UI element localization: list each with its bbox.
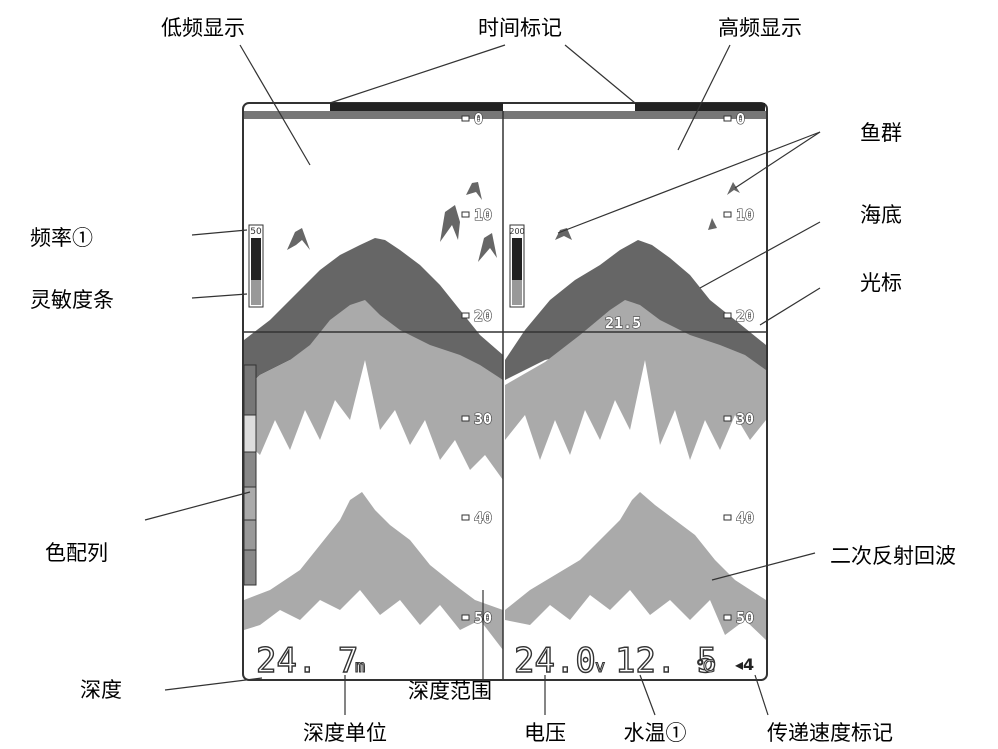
scale-label: 30 <box>474 410 492 428</box>
speed-mark: ◂4 <box>735 655 754 674</box>
scale-label: 20 <box>474 307 492 325</box>
gain-level <box>251 280 261 305</box>
scale-tick <box>462 313 469 318</box>
voltage-unit: v <box>595 657 605 677</box>
diagram: 50 200 0102030405001020304050 21.5 24. 7… <box>0 0 998 749</box>
callout: 海底 <box>860 203 902 227</box>
freq-label: 200 <box>509 227 524 236</box>
callout: 光标 <box>860 271 902 295</box>
callout: 水温① <box>624 721 687 745</box>
scale-label: 40 <box>736 509 754 527</box>
scale-label: 30 <box>736 410 754 428</box>
time-bar <box>635 103 765 111</box>
freq-label: 50 <box>250 227 262 237</box>
callout: 二次反射回波 <box>830 544 956 568</box>
scale-tick <box>724 116 731 121</box>
callout: 色配列 <box>45 541 108 565</box>
callout: 鱼群 <box>860 121 902 145</box>
scale-tick <box>724 416 731 421</box>
scale-label: 20 <box>736 307 754 325</box>
scale-tick <box>462 615 469 620</box>
callout: 深度单位 <box>303 721 387 745</box>
scale-label: 10 <box>474 206 492 224</box>
gain-level <box>512 280 522 305</box>
scale-tick <box>462 416 469 421</box>
gain-level <box>512 238 522 280</box>
callout: 低频显示 <box>161 16 245 40</box>
voltage-value: 24.0 <box>514 641 596 681</box>
cursor-depth: 21.5 <box>605 314 641 332</box>
callout: 时间标记 <box>478 16 562 40</box>
callout: 深度 <box>80 678 122 702</box>
surface-band <box>244 111 766 119</box>
temp-unit: ℃ <box>696 657 715 677</box>
gain-level <box>251 238 261 280</box>
scale-tick <box>462 212 469 217</box>
callout: 深度范围 <box>408 679 492 703</box>
callout: 高频显示 <box>718 16 802 40</box>
scale-label: 40 <box>474 509 492 527</box>
callout: 频率① <box>30 226 93 250</box>
depth-unit: m <box>355 657 365 677</box>
callout: 灵敏度条 <box>30 288 114 312</box>
depth-value: 24. 7 <box>256 641 358 681</box>
callout: 电压 <box>524 721 566 745</box>
scale-label: 0 <box>474 110 483 128</box>
scale-label: 50 <box>736 609 754 627</box>
color-bar <box>244 365 256 585</box>
callout: 传递速度标记 <box>767 721 893 745</box>
scale-tick <box>724 313 731 318</box>
scale-label: 10 <box>736 206 754 224</box>
scale-tick <box>724 615 731 620</box>
scale-tick <box>462 515 469 520</box>
scale-tick <box>462 116 469 121</box>
scale-tick <box>724 515 731 520</box>
scale-label: 0 <box>736 110 745 128</box>
scale-tick <box>724 212 731 217</box>
